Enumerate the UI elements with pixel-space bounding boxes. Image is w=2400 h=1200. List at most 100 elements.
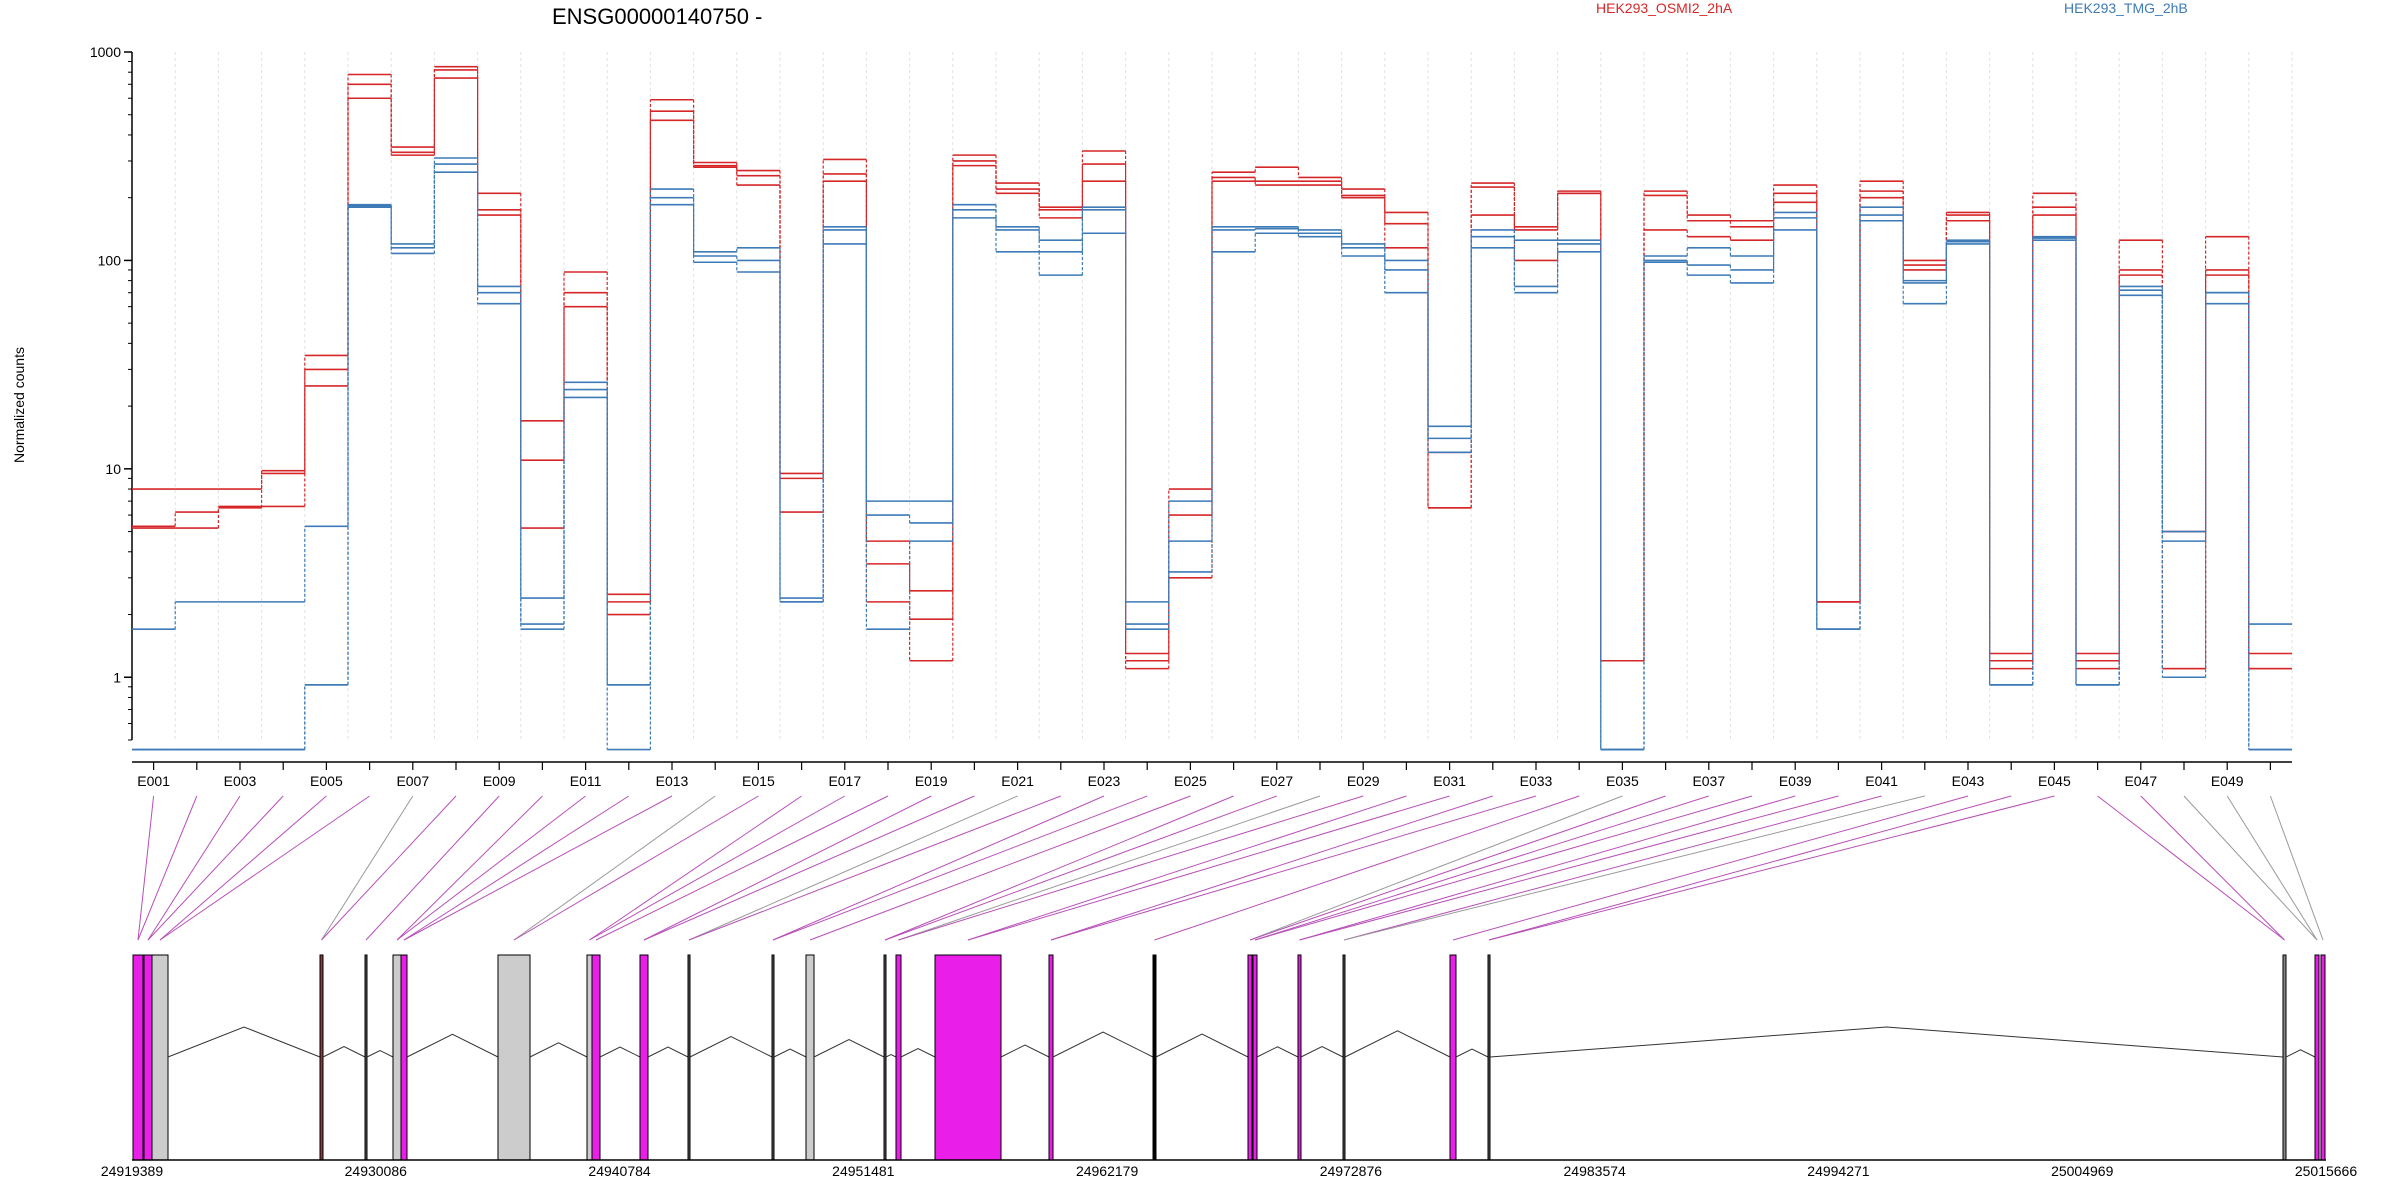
intron-line	[1052, 1031, 1154, 1058]
x-tick-label: E043	[1952, 773, 1985, 789]
exon-connector	[513, 795, 759, 941]
x-tick-label: E031	[1433, 773, 1466, 789]
x-tick-label: E033	[1520, 773, 1553, 789]
x-tick-label: E039	[1779, 773, 1812, 789]
x-tick-label: E045	[2038, 773, 2071, 789]
exon-block	[771, 954, 775, 1161]
intron-line	[167, 1026, 321, 1058]
intron-line	[1300, 1045, 1344, 1058]
intron-line	[885, 1053, 897, 1058]
legend-label-osmi2: HEK293_OSMI2_2hA	[1596, 0, 1733, 16]
intron-line	[1155, 1033, 1249, 1058]
intron-line	[406, 1033, 499, 1058]
exon-connector	[137, 795, 198, 941]
intron-line	[1000, 1044, 1050, 1058]
gene-model-track	[132, 954, 2326, 1161]
exon-connector	[2183, 795, 2318, 941]
exon-connector	[884, 795, 1234, 941]
exon-connector	[967, 795, 1407, 941]
exon-connector	[1343, 795, 1925, 941]
exon-block	[1449, 954, 1457, 1161]
exon-connector	[1452, 795, 1969, 941]
exon-connector	[643, 795, 932, 941]
exon-connector	[1050, 795, 1537, 941]
x-tick-label: E021	[1001, 773, 1034, 789]
exon-connector	[137, 795, 155, 941]
x-tick-label: E009	[483, 773, 516, 789]
exon-connector	[688, 795, 1061, 941]
exon-connector	[2097, 795, 2285, 941]
genome-tick-label: 24994271	[1807, 1163, 1870, 1179]
genome-tick-label: 24983574	[1564, 1163, 1627, 1179]
exon-block	[2314, 954, 2320, 1161]
x-tick-label: E041	[1865, 773, 1898, 789]
genome-tick-label: 25004969	[2051, 1163, 2114, 1179]
series-5	[132, 171, 2292, 751]
exon-block	[143, 954, 153, 1161]
x-tick-label: E007	[396, 773, 429, 789]
genome-tick-label: 24962179	[1076, 1163, 1139, 1179]
chart-title: ENSG00000140750 -	[552, 4, 762, 29]
x-tick-label: E015	[742, 773, 775, 789]
exon-connector	[403, 795, 630, 941]
intron-line	[647, 1046, 689, 1058]
exon-connector	[967, 795, 1450, 941]
exon-block	[151, 954, 169, 1161]
x-tick-label: E003	[224, 773, 257, 789]
exon-connectors	[137, 795, 2324, 941]
exon-block	[364, 954, 368, 1161]
exon-connector	[365, 795, 500, 941]
series-lines	[132, 65, 2292, 751]
x-tick-label: E019	[915, 773, 948, 789]
exon-block	[1247, 954, 1253, 1161]
exon-block	[1297, 954, 1302, 1161]
exon-connector	[1249, 795, 1666, 941]
exon-connector	[1343, 795, 1882, 941]
intron-line	[900, 1047, 936, 1058]
genome-tick-label: 25015666	[2295, 1163, 2358, 1179]
exon-connector	[396, 795, 543, 941]
x-tick-label: E005	[310, 773, 343, 789]
exon-block	[586, 954, 593, 1161]
exon-block	[805, 954, 815, 1161]
x-tick-label: E037	[1692, 773, 1725, 789]
genome-tick-label: 24951481	[832, 1163, 895, 1179]
intron-line	[773, 1048, 807, 1058]
x-tick-label: E049	[2211, 773, 2244, 789]
exon-block	[895, 954, 902, 1161]
intron-line	[1455, 1048, 1489, 1058]
y-tick-label: 1000	[90, 44, 121, 60]
exon-connector	[2226, 795, 2318, 941]
legend-label-tmg: HEK293_TMG_2hB	[2064, 0, 2188, 16]
exon-connector	[884, 795, 1277, 941]
exon-block	[883, 954, 887, 1161]
exon-connector	[898, 795, 1321, 941]
exon-block	[1342, 954, 1346, 1161]
exon-connector	[1050, 795, 1493, 941]
intron-line	[1489, 1026, 2284, 1058]
exon-connector	[1254, 795, 1709, 941]
exon-connector	[513, 795, 716, 941]
x-tick-label: E013	[656, 773, 689, 789]
x-tick-label: E017	[828, 773, 861, 789]
exon-connector	[396, 795, 586, 941]
exon-connector	[147, 795, 284, 941]
genome-tick-label: 24972876	[1320, 1163, 1383, 1179]
exon-connector	[159, 795, 327, 941]
exon-connector	[809, 795, 1191, 941]
exon-connector	[1254, 795, 1753, 941]
exon-block	[639, 954, 649, 1161]
x-tick-label: E029	[1347, 773, 1380, 789]
exon-connector	[898, 795, 1364, 941]
y-axis-label: Normalized counts	[11, 347, 27, 463]
exon-block	[591, 954, 601, 1161]
genome-tick-label: 24930086	[345, 1163, 408, 1179]
exon-block	[400, 954, 408, 1161]
exon-block	[392, 954, 402, 1161]
exon-connector	[2140, 795, 2285, 941]
exon-connector	[589, 795, 802, 941]
exon-block	[319, 954, 324, 1161]
exon-connector	[688, 795, 1018, 941]
y-axis: 1 10 100 1000	[90, 44, 133, 741]
genome-tick-label: 24940784	[588, 1163, 651, 1179]
